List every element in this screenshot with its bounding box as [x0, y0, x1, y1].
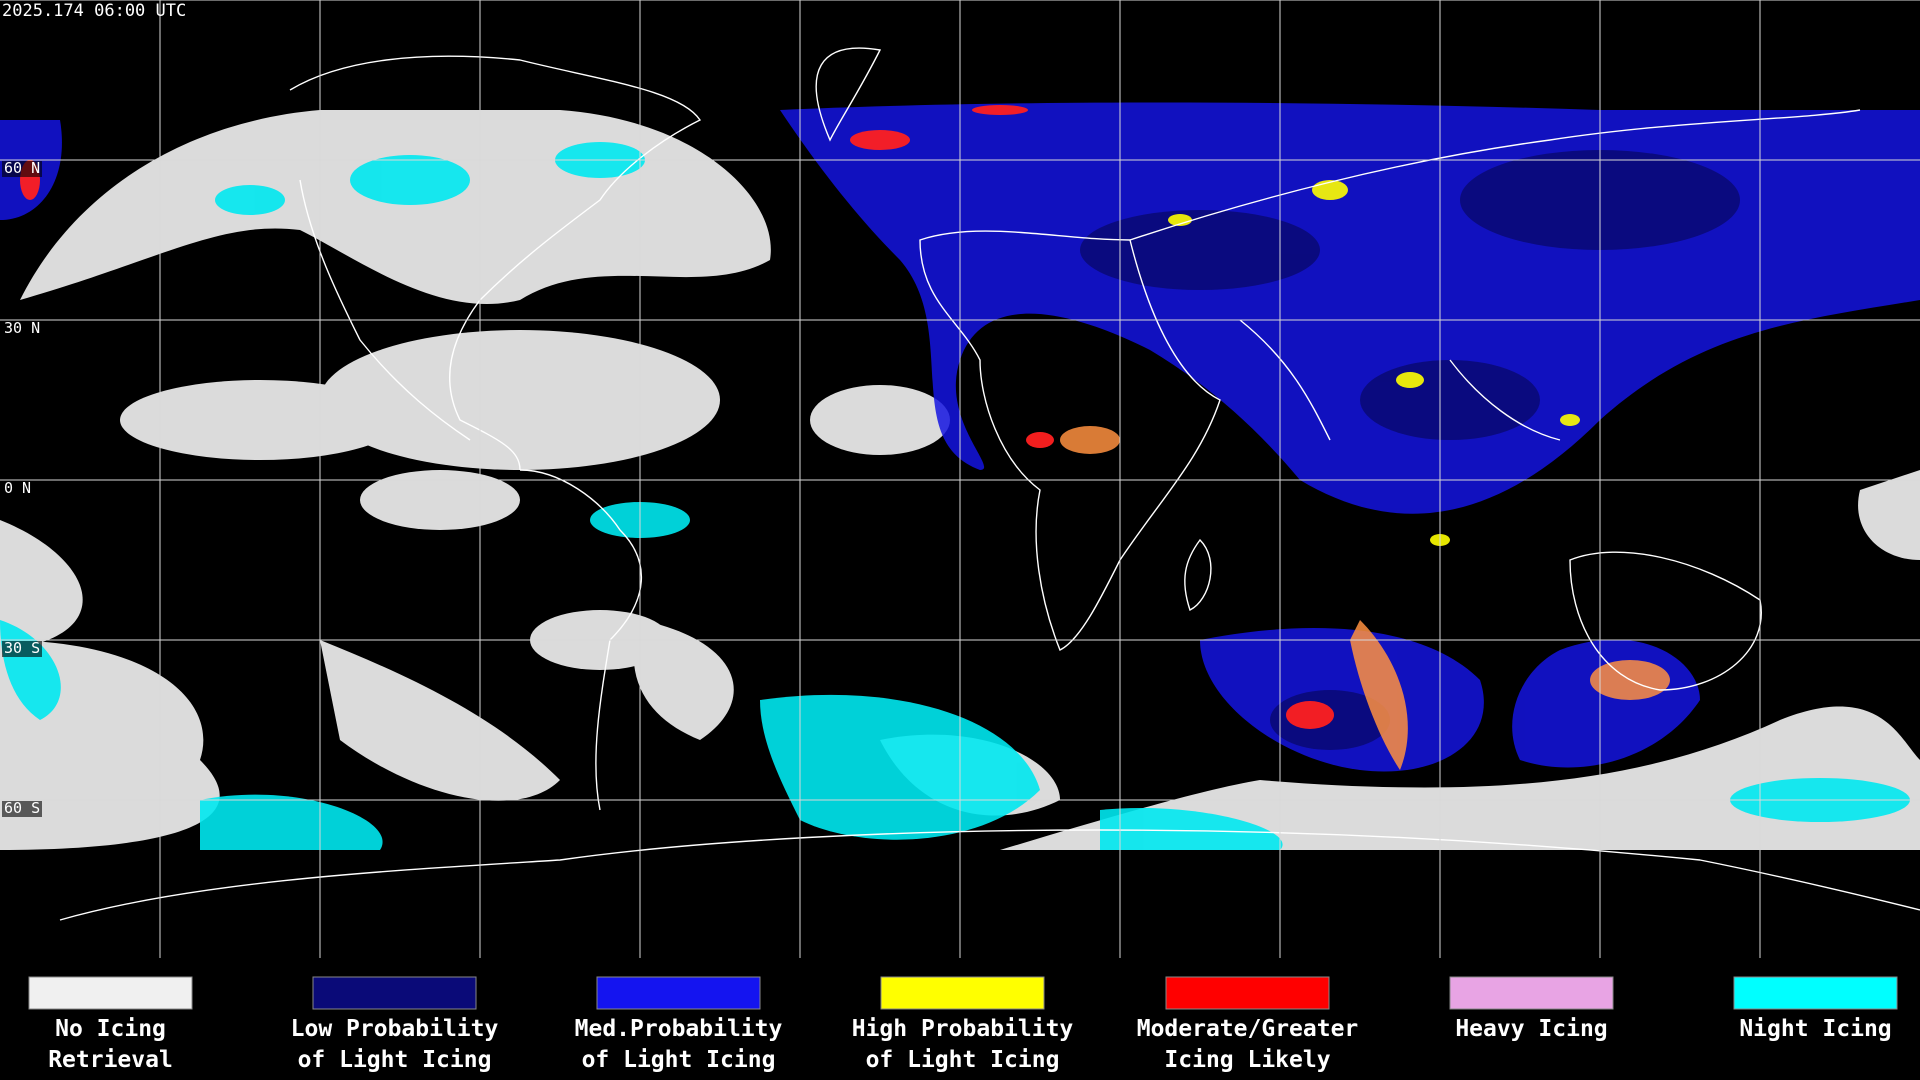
legend-label: of Light Icing	[298, 1047, 492, 1073]
latitude-label: 0 N	[4, 479, 31, 497]
legend-label: Moderate/Greater	[1137, 1016, 1359, 1042]
graticule	[0, 0, 1920, 958]
legend-label: High Probability	[852, 1016, 1074, 1042]
legend-swatch	[1733, 976, 1898, 1010]
legend-label: of Light Icing	[866, 1047, 1060, 1073]
label-backing	[2, 801, 42, 817]
legend-swatch	[1449, 976, 1614, 1010]
legend-swatch	[880, 976, 1045, 1010]
timestamp: 2025.174 06:00 UTC	[2, 1, 186, 21]
label-backing	[2, 321, 42, 337]
label-backing	[2, 161, 42, 177]
legend-label: No Icing	[55, 1016, 166, 1042]
latitude-labels: 60 N 30 N 0 N 30 S 60 S	[2, 159, 42, 817]
legend-label: Icing Likely	[1164, 1047, 1330, 1073]
label-backing	[2, 641, 42, 657]
legend-label: Night Icing	[1739, 1016, 1891, 1042]
legend-label: Retrieval	[48, 1047, 173, 1073]
latitude-label: 60 N	[4, 159, 40, 177]
legend-label: of Light Icing	[582, 1047, 776, 1073]
legend: No Icing Retrieval Low Probability of Light…	[28, 976, 1898, 1073]
latitude-label: 30 S	[4, 639, 40, 657]
latitude-label: 30 N	[4, 319, 40, 337]
label-backing	[2, 481, 42, 497]
legend-swatch	[312, 976, 477, 1010]
legend-label: Heavy Icing	[1455, 1016, 1607, 1042]
legend-swatch	[28, 976, 193, 1010]
legend-label: Low Probability	[291, 1016, 499, 1042]
legend-swatch	[1165, 976, 1330, 1010]
coastlines	[59, 47, 1920, 921]
cloud-layer	[0, 102, 1920, 850]
legend-label: Med.Probability	[575, 1016, 783, 1042]
legend-swatch	[596, 976, 761, 1010]
latitude-label: 60 S	[4, 799, 40, 817]
